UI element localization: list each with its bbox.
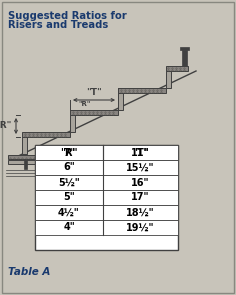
Bar (35, 220, 178, 235)
Bar (70, 115, 75, 132)
Text: "T": "T" (132, 148, 149, 158)
Text: 7": 7" (63, 148, 75, 158)
Bar (35, 145, 178, 160)
Bar (8, 160, 66, 164)
Text: Risers and Treads: Risers and Treads (8, 20, 108, 30)
Text: 18½": 18½" (126, 207, 155, 217)
Bar (24, 159, 27, 169)
Text: 11": 11" (131, 148, 150, 158)
Bar (182, 50, 187, 66)
Bar (166, 66, 188, 71)
Text: Suggested Ratios for: Suggested Ratios for (8, 11, 127, 21)
Text: 15½": 15½" (126, 163, 155, 173)
Text: 17": 17" (131, 193, 150, 202)
Text: "R": "R" (78, 101, 90, 107)
Text: 19½": 19½" (126, 222, 155, 232)
Bar (35, 145, 178, 250)
Bar (22, 137, 27, 154)
Bar (118, 93, 123, 110)
Bar (118, 88, 166, 93)
Text: Table A: Table A (8, 267, 50, 277)
Bar (8, 155, 66, 159)
Text: 5½": 5½" (58, 178, 80, 188)
Text: "R": "R" (60, 148, 78, 158)
Bar (22, 132, 70, 137)
Bar (35, 205, 178, 220)
Text: "T": "T" (86, 88, 102, 97)
Bar (70, 110, 118, 115)
Bar (35, 145, 178, 160)
Text: 4": 4" (63, 222, 75, 232)
Text: 5": 5" (63, 193, 75, 202)
Bar (35, 175, 178, 190)
Bar (166, 71, 171, 88)
Bar (180, 47, 189, 50)
Text: 4½": 4½" (58, 207, 80, 217)
Text: 16": 16" (131, 178, 150, 188)
Bar (35, 160, 178, 175)
Bar (35, 190, 178, 205)
Text: 6": 6" (63, 163, 75, 173)
Text: "R": "R" (0, 122, 12, 130)
